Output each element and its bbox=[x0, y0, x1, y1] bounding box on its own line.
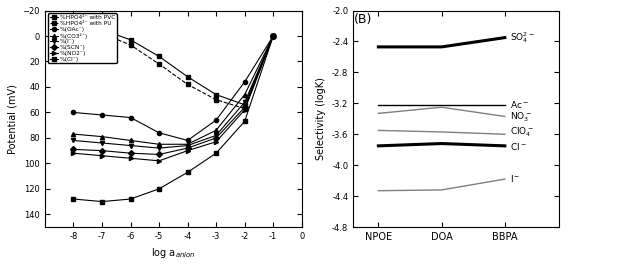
%(NO2⁻) bbox=[155, 159, 163, 162]
Text: SO$_4^{2-}$: SO$_4^{2-}$ bbox=[510, 30, 535, 45]
Text: I$^-$: I$^-$ bbox=[510, 173, 521, 184]
%HPO4²⁻ with PU bbox=[98, 32, 106, 35]
%HPO4²⁻ with PVC bbox=[69, 17, 77, 20]
Text: NO$_3^-$: NO$_3^-$ bbox=[510, 111, 532, 124]
%HPO4²⁻ with PVC bbox=[98, 28, 106, 31]
%(NO2⁻) bbox=[241, 108, 248, 111]
%HPO4²⁻ with PVC bbox=[184, 75, 191, 78]
%(NO2⁻) bbox=[213, 140, 220, 143]
%HPO4²⁻ with PVC bbox=[155, 55, 163, 58]
%(OAc⁻) bbox=[155, 131, 163, 134]
Line: %(OAc⁻): %(OAc⁻) bbox=[71, 34, 275, 143]
Line: %HPO4²⁻ with PU: %HPO4²⁻ with PU bbox=[71, 21, 275, 111]
%(CO3²⁻) bbox=[241, 93, 248, 96]
%(SCN⁻) bbox=[126, 152, 134, 155]
%(I⁻) bbox=[126, 144, 134, 147]
%(NO2⁻) bbox=[69, 152, 77, 155]
Line: %(SCN⁻): %(SCN⁻) bbox=[71, 34, 275, 157]
Line: %(Cl⁻): %(Cl⁻) bbox=[71, 34, 275, 204]
%(CO3²⁻) bbox=[98, 135, 106, 138]
%(OAc⁻) bbox=[241, 80, 248, 83]
%(CO3²⁻) bbox=[270, 34, 277, 37]
%(SCN⁻) bbox=[98, 149, 106, 152]
%HPO4²⁻ with PU bbox=[126, 43, 134, 46]
%(I⁻) bbox=[270, 34, 277, 37]
Line: %(I⁻): %(I⁻) bbox=[71, 34, 275, 150]
Text: ClO$_4^-$: ClO$_4^-$ bbox=[510, 126, 534, 139]
%(I⁻) bbox=[184, 144, 191, 147]
%(CO3²⁻) bbox=[155, 143, 163, 146]
Text: (A): (A) bbox=[51, 16, 69, 29]
%(I⁻) bbox=[69, 139, 77, 142]
%(Cl⁻) bbox=[270, 34, 277, 37]
%(SCN⁻) bbox=[213, 136, 220, 139]
%(NO2⁻) bbox=[184, 149, 191, 152]
Y-axis label: Potential (mV): Potential (mV) bbox=[7, 84, 17, 154]
%(CO3²⁻) bbox=[213, 129, 220, 132]
%(I⁻) bbox=[241, 101, 248, 104]
%HPO4²⁻ with PVC bbox=[213, 93, 220, 96]
Text: Ac$^-$: Ac$^-$ bbox=[510, 99, 529, 110]
%(Cl⁻) bbox=[69, 197, 77, 201]
%(OAc⁻) bbox=[69, 111, 77, 114]
%HPO4²⁻ with PU bbox=[69, 22, 77, 25]
%(I⁻) bbox=[155, 147, 163, 150]
%HPO4²⁻ with PU bbox=[213, 98, 220, 101]
%HPO4²⁻ with PVC bbox=[126, 38, 134, 41]
%(SCN⁻) bbox=[69, 148, 77, 151]
%(CO3²⁻) bbox=[69, 133, 77, 136]
%(OAc⁻) bbox=[98, 114, 106, 117]
%HPO4²⁻ with PU bbox=[241, 107, 248, 110]
%(Cl⁻) bbox=[155, 187, 163, 190]
Text: (B): (B) bbox=[354, 13, 373, 26]
Text: Cl$^-$: Cl$^-$ bbox=[510, 141, 526, 152]
%(OAc⁻) bbox=[126, 116, 134, 119]
%(SCN⁻) bbox=[155, 153, 163, 156]
%(OAc⁻) bbox=[270, 34, 277, 37]
%(Cl⁻) bbox=[126, 197, 134, 201]
%HPO4²⁻ with PVC bbox=[241, 103, 248, 106]
%(CO3²⁻) bbox=[184, 143, 191, 146]
%(CO3²⁻) bbox=[126, 139, 134, 142]
%(NO2⁻) bbox=[98, 154, 106, 157]
%(NO2⁻) bbox=[126, 157, 134, 160]
%(Cl⁻) bbox=[241, 120, 248, 123]
%(Cl⁻) bbox=[184, 171, 191, 174]
%HPO4²⁻ with PU bbox=[270, 34, 277, 37]
%HPO4²⁻ with PU bbox=[184, 83, 191, 86]
%(SCN⁻) bbox=[184, 147, 191, 150]
Line: %(NO2⁻): %(NO2⁻) bbox=[71, 34, 275, 163]
%(Cl⁻) bbox=[213, 152, 220, 155]
Legend: %HPO4²⁻ with PVC, %HPO4²⁻ with PU, %(OAc⁻), %(CO3²⁻), %(I⁻), %(SCN⁻), %(NO2⁻), %: %HPO4²⁻ with PVC, %HPO4²⁻ with PU, %(OAc… bbox=[48, 13, 117, 63]
Y-axis label: Selectivity (logK): Selectivity (logK) bbox=[317, 77, 326, 160]
%HPO4²⁻ with PU bbox=[155, 63, 163, 66]
%(SCN⁻) bbox=[241, 106, 248, 109]
Line: %(CO3²⁻): %(CO3²⁻) bbox=[71, 34, 275, 146]
%(Cl⁻) bbox=[98, 200, 106, 203]
%(I⁻) bbox=[98, 142, 106, 145]
Line: %HPO4²⁻ with PVC: %HPO4²⁻ with PVC bbox=[71, 16, 275, 107]
%(OAc⁻) bbox=[184, 139, 191, 142]
%(I⁻) bbox=[213, 134, 220, 137]
%HPO4²⁻ with PVC bbox=[270, 34, 277, 37]
%(NO2⁻) bbox=[270, 34, 277, 37]
%(SCN⁻) bbox=[270, 34, 277, 37]
X-axis label: log a$_{anion}$: log a$_{anion}$ bbox=[151, 247, 196, 261]
%(OAc⁻) bbox=[213, 119, 220, 122]
